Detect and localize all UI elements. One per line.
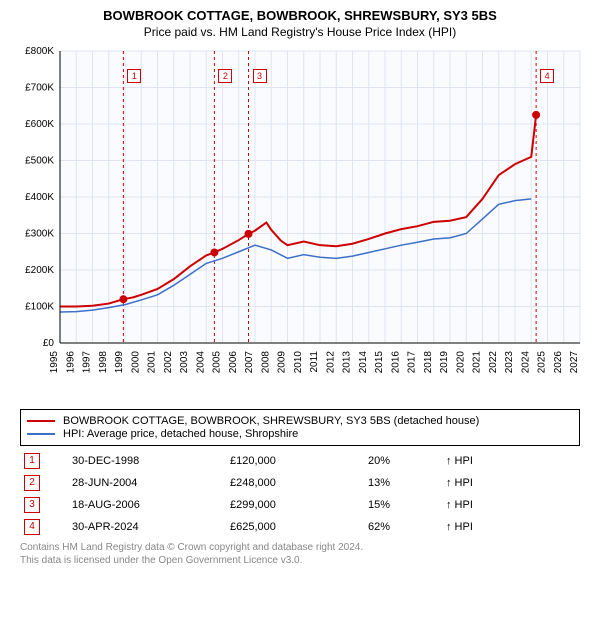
chart-sale-badge: 1 bbox=[127, 69, 141, 83]
svg-text:1999: 1999 bbox=[114, 351, 125, 374]
svg-text:£400K: £400K bbox=[25, 192, 54, 203]
svg-text:2007: 2007 bbox=[244, 351, 255, 374]
svg-text:2006: 2006 bbox=[228, 351, 239, 374]
sale-date: 28-JUN-2004 bbox=[68, 472, 226, 494]
sale-price: £299,000 bbox=[226, 494, 364, 516]
sale-pct: 62% bbox=[364, 516, 442, 538]
svg-text:2003: 2003 bbox=[179, 351, 190, 374]
svg-text:£700K: £700K bbox=[25, 83, 54, 94]
svg-text:2017: 2017 bbox=[407, 351, 418, 374]
footer-line: Contains HM Land Registry data © Crown c… bbox=[20, 542, 580, 555]
svg-text:2001: 2001 bbox=[147, 351, 158, 374]
svg-text:2025: 2025 bbox=[537, 351, 548, 374]
svg-text:2015: 2015 bbox=[374, 351, 385, 374]
svg-text:2013: 2013 bbox=[342, 351, 353, 374]
sale-badge: 3 bbox=[24, 497, 40, 513]
svg-text:2021: 2021 bbox=[472, 351, 483, 374]
sale-date: 30-DEC-1998 bbox=[68, 450, 226, 472]
svg-text:2018: 2018 bbox=[423, 351, 434, 374]
svg-text:2009: 2009 bbox=[277, 351, 288, 374]
svg-text:£200K: £200K bbox=[25, 265, 54, 276]
footer-line: This data is licensed under the Open Gov… bbox=[20, 555, 580, 568]
sale-price: £248,000 bbox=[226, 472, 364, 494]
svg-text:2020: 2020 bbox=[455, 351, 466, 374]
svg-text:2022: 2022 bbox=[488, 351, 499, 374]
svg-text:£100K: £100K bbox=[25, 302, 54, 313]
svg-text:1997: 1997 bbox=[82, 351, 93, 374]
chart-title: BOWBROOK COTTAGE, BOWBROOK, SHREWSBURY, … bbox=[10, 8, 590, 23]
svg-text:2016: 2016 bbox=[390, 351, 401, 374]
table-row: 4 30-APR-2024£625,00062%↑ HPI bbox=[20, 516, 580, 538]
chart-svg: £0 £100K £200K £300K £400K £500K £600K £700K £80… bbox=[10, 43, 590, 403]
table-row: 2 28-JUN-2004£248,00013%↑ HPI bbox=[20, 472, 580, 494]
chart-sale-badge: 4 bbox=[540, 69, 554, 83]
svg-text:2014: 2014 bbox=[358, 351, 369, 374]
svg-text:2005: 2005 bbox=[212, 351, 223, 374]
svg-text:£500K: £500K bbox=[25, 156, 54, 167]
svg-text:2012: 2012 bbox=[325, 351, 336, 374]
sale-pct: 15% bbox=[364, 494, 442, 516]
table-row: 1 30-DEC-1998£120,00020%↑ HPI bbox=[20, 450, 580, 472]
sale-date: 18-AUG-2006 bbox=[68, 494, 226, 516]
sale-badge: 4 bbox=[24, 519, 40, 535]
svg-text:2010: 2010 bbox=[293, 351, 304, 374]
svg-text:2011: 2011 bbox=[309, 351, 320, 373]
legend-swatch bbox=[27, 420, 55, 422]
svg-text:2024: 2024 bbox=[520, 351, 531, 374]
svg-text:2000: 2000 bbox=[130, 351, 141, 374]
legend-label: BOWBROOK COTTAGE, BOWBROOK, SHREWSBURY, … bbox=[63, 415, 479, 427]
chart-sale-badge: 3 bbox=[253, 69, 267, 83]
footer: Contains HM Land Registry data © Crown c… bbox=[20, 542, 580, 567]
svg-text:2004: 2004 bbox=[195, 351, 206, 374]
sale-suffix: ↑ HPI bbox=[442, 516, 580, 538]
sale-suffix: ↑ HPI bbox=[442, 472, 580, 494]
sale-suffix: ↑ HPI bbox=[442, 494, 580, 516]
legend-item: HPI: Average price, detached house, Shro… bbox=[27, 428, 573, 440]
svg-text:2027: 2027 bbox=[569, 351, 580, 374]
legend-swatch bbox=[27, 433, 55, 435]
svg-text:2023: 2023 bbox=[504, 351, 515, 374]
svg-text:£600K: £600K bbox=[25, 119, 54, 130]
chart-sale-badge: 2 bbox=[218, 69, 232, 83]
chart-subtitle: Price paid vs. HM Land Registry's House … bbox=[10, 25, 590, 39]
sale-price: £120,000 bbox=[226, 450, 364, 472]
sale-pct: 20% bbox=[364, 450, 442, 472]
sale-date: 30-APR-2024 bbox=[68, 516, 226, 538]
sale-price: £625,000 bbox=[226, 516, 364, 538]
svg-text:1995: 1995 bbox=[49, 351, 60, 374]
svg-text:£0: £0 bbox=[43, 338, 55, 349]
svg-text:2008: 2008 bbox=[260, 351, 271, 374]
svg-text:2019: 2019 bbox=[439, 351, 450, 374]
table-row: 3 18-AUG-2006£299,00015%↑ HPI bbox=[20, 494, 580, 516]
sale-pct: 13% bbox=[364, 472, 442, 494]
legend-label: HPI: Average price, detached house, Shro… bbox=[63, 428, 298, 440]
chart: £0 £100K £200K £300K £400K £500K £600K £700K £80… bbox=[10, 43, 590, 403]
transactions-table: 130-DEC-1998£120,00020%↑ HPI228-JUN-2004… bbox=[20, 450, 580, 538]
legend-item: BOWBROOK COTTAGE, BOWBROOK, SHREWSBURY, … bbox=[27, 415, 573, 427]
sale-badge: 1 bbox=[24, 453, 40, 469]
svg-text:£800K: £800K bbox=[25, 46, 54, 57]
svg-text:2026: 2026 bbox=[553, 351, 564, 374]
svg-text:1998: 1998 bbox=[98, 351, 109, 374]
svg-text:£300K: £300K bbox=[25, 229, 54, 240]
sale-suffix: ↑ HPI bbox=[442, 450, 580, 472]
svg-text:2002: 2002 bbox=[163, 351, 174, 374]
sale-badge: 2 bbox=[24, 475, 40, 491]
svg-text:1996: 1996 bbox=[65, 351, 76, 374]
legend: BOWBROOK COTTAGE, BOWBROOK, SHREWSBURY, … bbox=[20, 409, 580, 446]
